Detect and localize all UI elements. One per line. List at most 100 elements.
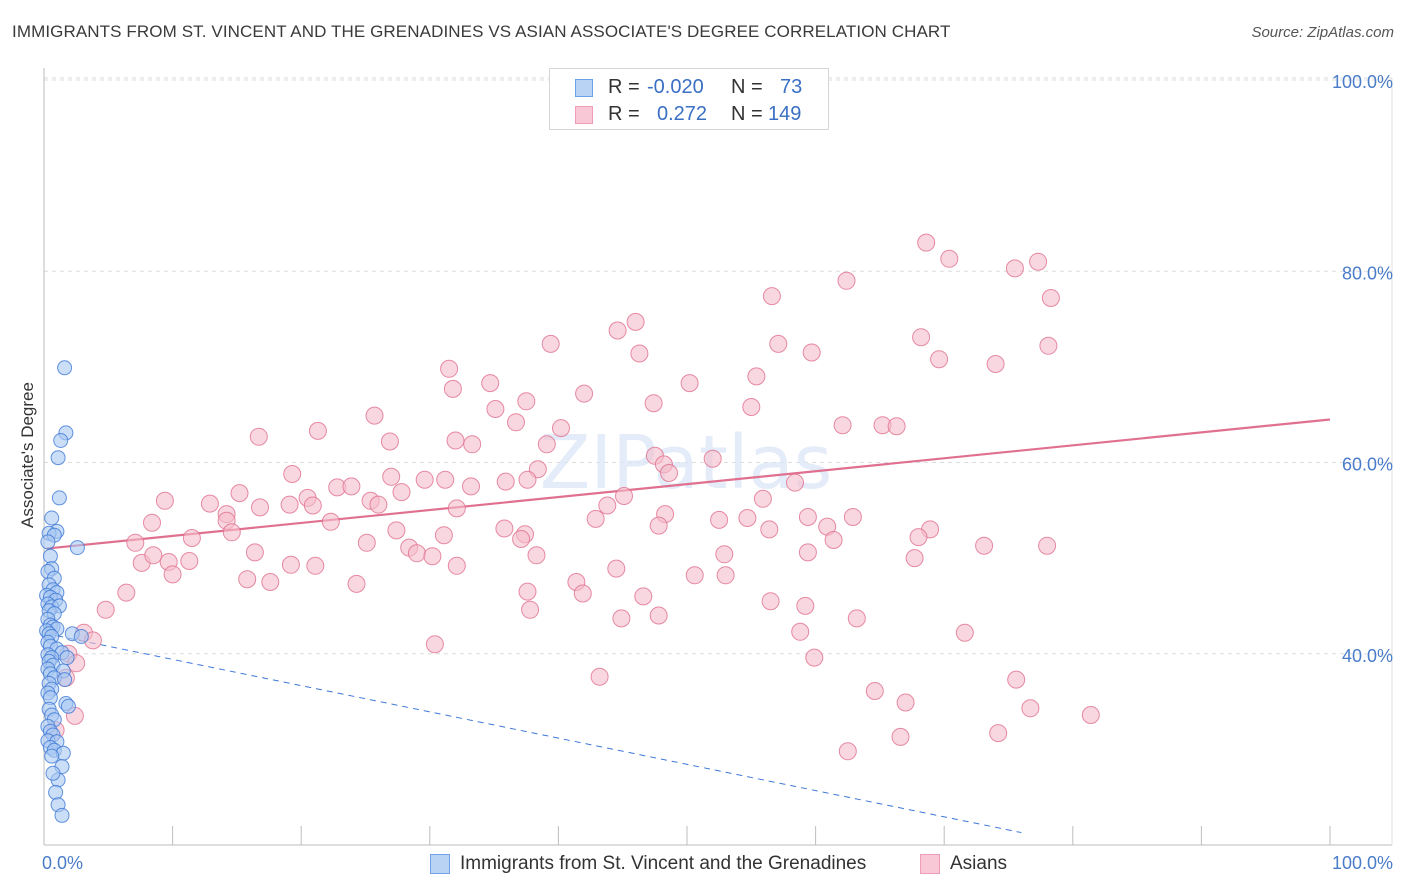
point-asians xyxy=(575,384,594,403)
source-label: Source: ZipAtlas.com xyxy=(1251,24,1394,41)
point-asians xyxy=(380,432,399,451)
point-asians xyxy=(447,556,466,575)
point-asians xyxy=(905,549,924,568)
legend-r-value: 0.272 xyxy=(657,103,708,125)
point-asians xyxy=(865,682,884,700)
point-asians xyxy=(387,521,406,540)
legend-n-label: N = xyxy=(731,103,763,125)
point-asians xyxy=(626,312,645,331)
watermark: ZIPatlas xyxy=(540,420,833,506)
point-asians xyxy=(573,584,592,603)
point-immigrants xyxy=(57,360,73,376)
point-immigrants xyxy=(73,629,89,644)
point-asians xyxy=(245,543,264,562)
point-asians xyxy=(912,328,931,347)
point-asians xyxy=(608,321,627,340)
point-asians xyxy=(436,470,455,489)
point-asians xyxy=(230,484,249,503)
point-asians xyxy=(281,555,300,574)
point-asians xyxy=(590,667,609,686)
point-immigrants xyxy=(54,807,70,823)
point-asians xyxy=(685,566,704,585)
point-asians xyxy=(552,419,570,438)
point-asians xyxy=(1081,706,1100,724)
point-asians xyxy=(649,606,668,625)
legend-swatch-pink xyxy=(575,106,593,124)
point-immigrants xyxy=(57,672,73,688)
point-asians xyxy=(496,472,515,491)
point-asians xyxy=(805,648,824,667)
point-asians xyxy=(96,600,115,619)
point-immigrants xyxy=(53,433,69,448)
point-asians xyxy=(342,477,361,496)
point-asians xyxy=(891,727,910,746)
point-asians xyxy=(365,406,384,425)
bottom-legend-asians: Asians xyxy=(920,852,1040,878)
point-asians xyxy=(796,596,815,615)
point-asians xyxy=(200,494,219,513)
point-asians xyxy=(586,509,605,528)
trend-line-asians xyxy=(46,418,1331,550)
point-asians xyxy=(423,547,442,566)
y-axis-title: Associate's Degree xyxy=(18,382,37,528)
point-asians xyxy=(761,592,780,611)
point-asians xyxy=(507,413,525,432)
point-asians xyxy=(644,394,663,413)
point-asians xyxy=(447,499,466,518)
point-asians xyxy=(463,435,482,454)
y-tick-label: 40.0% xyxy=(1342,646,1393,666)
point-asians xyxy=(703,449,722,468)
point-asians xyxy=(261,573,280,591)
point-asians xyxy=(1041,289,1060,307)
y-tick-label: 80.0% xyxy=(1342,263,1393,283)
y-tick-label: 100.0% xyxy=(1332,72,1393,92)
point-asians xyxy=(710,510,729,529)
chart-title: IMMIGRANTS FROM ST. VINCENT AND THE GREN… xyxy=(12,22,951,41)
point-asians xyxy=(321,512,340,531)
point-asians xyxy=(715,545,734,564)
point-asians xyxy=(180,552,199,570)
point-asians xyxy=(481,374,500,393)
point-asians xyxy=(443,379,462,398)
point-asians xyxy=(512,530,531,548)
point-immigrants xyxy=(60,698,76,714)
point-asians xyxy=(1021,699,1040,718)
point-asians xyxy=(955,623,974,642)
point-immigrants xyxy=(69,540,85,556)
point-asians xyxy=(1039,336,1058,355)
point-asians xyxy=(838,742,857,761)
point-asians xyxy=(521,600,540,619)
point-asians xyxy=(495,519,514,538)
point-asians xyxy=(753,489,772,508)
point-asians xyxy=(917,233,936,252)
point-asians xyxy=(909,528,928,547)
point-asians xyxy=(382,467,401,486)
point-asians xyxy=(975,536,994,555)
point-asians xyxy=(798,508,817,526)
point-asians xyxy=(762,287,781,306)
point-asians xyxy=(837,271,856,290)
point-asians xyxy=(434,526,453,545)
point-asians xyxy=(716,566,735,585)
axes xyxy=(43,68,1393,846)
point-immigrants xyxy=(51,490,67,506)
trend-line-immigrants xyxy=(46,633,1022,834)
bottom-legend-immigrants: Immigrants from St. Vincent and the Gren… xyxy=(430,852,900,878)
point-asians xyxy=(833,416,852,435)
point-asians xyxy=(607,559,626,578)
point-asians xyxy=(615,487,633,505)
tick-labels: 100.0% 80.0% 60.0% 40.0% 0.0% 100.0% xyxy=(42,72,1393,873)
point-asians xyxy=(598,496,617,515)
point-asians xyxy=(887,417,906,436)
point-asians xyxy=(769,334,788,353)
point-asians xyxy=(303,496,322,515)
point-immigrants xyxy=(59,650,75,666)
point-asians xyxy=(527,546,546,565)
point-asians xyxy=(486,400,505,418)
point-asians xyxy=(518,582,537,601)
point-asians xyxy=(930,350,949,369)
data-points xyxy=(39,233,1100,823)
point-asians xyxy=(896,693,915,712)
point-asians xyxy=(462,477,480,496)
point-asians xyxy=(824,531,843,549)
